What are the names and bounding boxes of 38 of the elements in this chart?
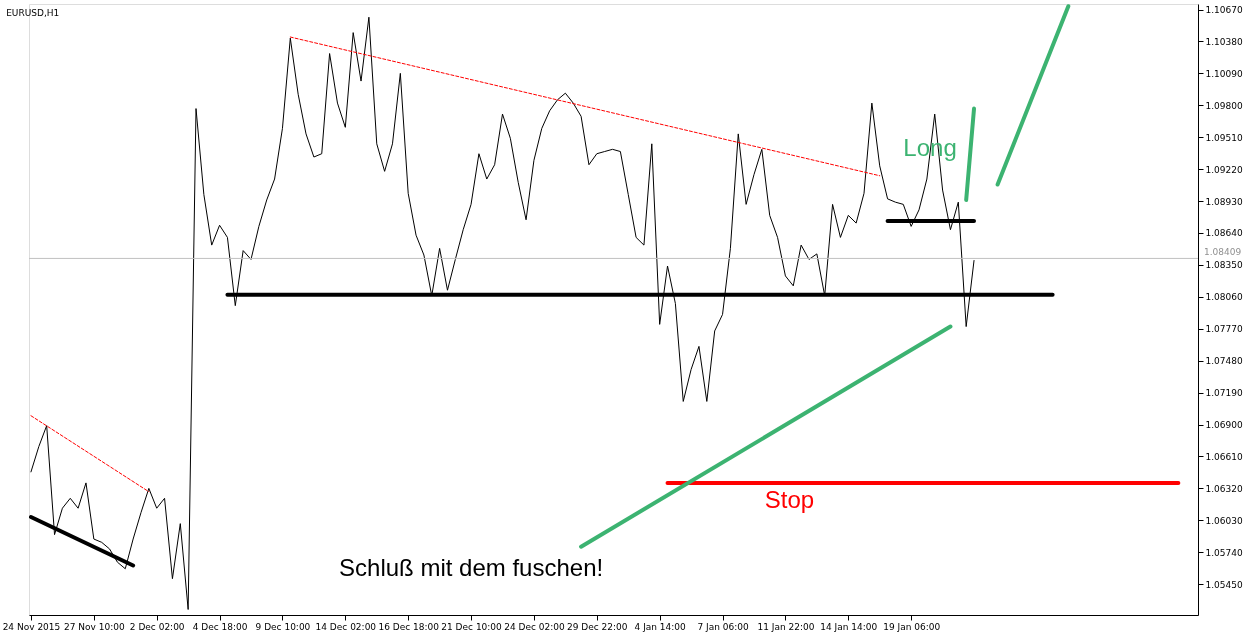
y-tick-label: 1.08640: [1205, 228, 1243, 239]
x-tick-label: 19 Jan 06:00: [883, 621, 941, 632]
y-tick-label: 1.06900: [1205, 420, 1243, 431]
y-tick-label: 1.10380: [1205, 36, 1243, 47]
y-tick-label: 1.09220: [1205, 164, 1243, 175]
y-tick-label: 1.07190: [1205, 388, 1243, 399]
y-tick-label: 1.06610: [1205, 451, 1243, 462]
x-tick-label: 29 Dec 22:00: [567, 621, 628, 632]
x-tick-label: 16 Dec 18:00: [378, 621, 440, 632]
annotation: Stop: [764, 485, 815, 513]
x-tick-label: 14 Dec 02:00: [315, 621, 377, 632]
x-tick-label: 24 Dec 02:00: [504, 621, 565, 632]
x-tick-label: 24 Nov 2015: [2, 621, 61, 632]
ref-line-label: 1.08409: [1204, 247, 1242, 258]
x-tick-label: 2 Dec 02:00: [129, 621, 185, 632]
y-tick-label: 1.08350: [1205, 260, 1243, 271]
y-tick-label: 1.07770: [1205, 324, 1243, 335]
y-tick-label: 1.09510: [1205, 132, 1243, 143]
annotation: Schluß mit dem fuschen!: [339, 553, 604, 581]
x-tick-label: 11 Jan 22:00: [757, 621, 815, 632]
x-tick-label: 7 Jan 06:00: [697, 621, 749, 632]
x-tick-label: 4 Jan 14:00: [634, 621, 687, 632]
x-tick-label: 4 Dec 18:00: [192, 621, 248, 632]
y-tick-label: 1.09800: [1205, 100, 1243, 111]
y-tick-label: 1.05450: [1205, 579, 1243, 590]
y-tick-label: 1.06030: [1205, 515, 1243, 526]
y-tick-label: 1.10090: [1205, 68, 1243, 79]
x-tick-label: 21 Dec 10:00: [441, 621, 503, 632]
chart-title: EURUSD,H1: [6, 8, 60, 18]
x-tick-label: 27 Nov 10:00: [63, 621, 125, 632]
y-tick-label: 1.08930: [1205, 196, 1243, 207]
y-tick-label: 1.05740: [1205, 547, 1243, 558]
x-tick-label: 9 Dec 10:00: [255, 621, 311, 632]
y-tick-label: 1.06320: [1205, 483, 1243, 494]
y-tick-label: 1.07480: [1205, 356, 1243, 367]
y-tick-label: 1.10670: [1205, 5, 1243, 15]
x-tick-label: 14 Jan 14:00: [820, 621, 878, 632]
y-tick-label: 1.08060: [1205, 292, 1243, 303]
